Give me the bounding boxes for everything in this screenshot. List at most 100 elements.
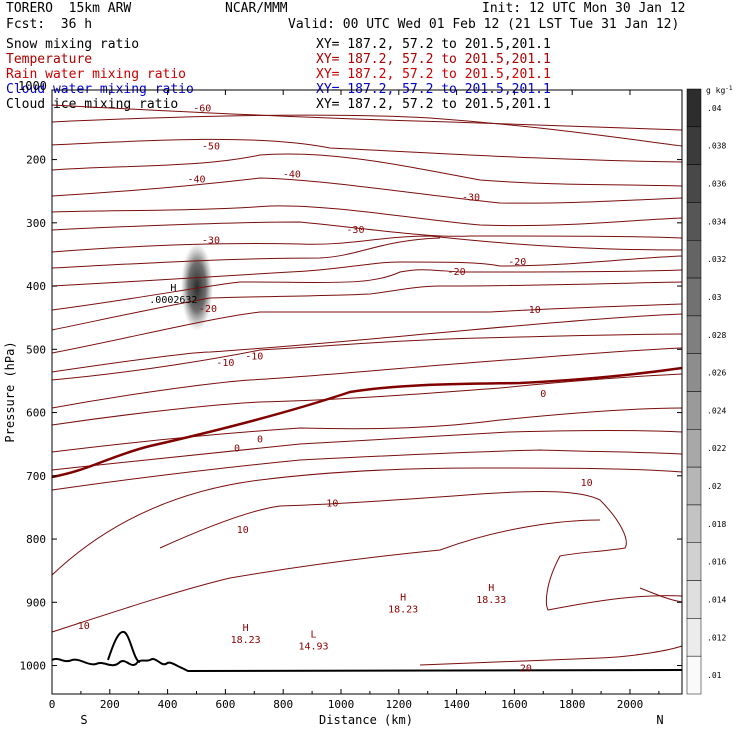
y-tick-label: 900 (26, 596, 46, 609)
forecast-hour: Fcst: 36 h (6, 17, 93, 32)
isotherm (51, 104, 683, 131)
contour-label: 10 (581, 478, 593, 489)
isotherm (51, 347, 683, 409)
isotherm (51, 333, 683, 381)
colorbar-swatch (686, 164, 702, 203)
isotherm (51, 373, 683, 426)
x-axis-title: Distance (km) (319, 713, 413, 727)
y-tick-label: 800 (26, 533, 46, 546)
contour-label: -10 (245, 352, 263, 363)
section-end-label: N (656, 713, 663, 727)
contour-label: -40 (187, 175, 205, 186)
y-tick-label: 500 (26, 343, 46, 356)
init-time: Init: 12 UTC Mon 30 Jan 12 (482, 1, 686, 16)
extremum-kind: H (400, 592, 406, 603)
terrain-peak (107, 630, 141, 663)
colorbar-swatch (686, 655, 702, 695)
x-tick-label: 200 (100, 698, 120, 711)
extremum-value: 18.23 (388, 604, 418, 615)
y-tick-label: 600 (26, 407, 46, 420)
contour-label: -30 (202, 235, 220, 246)
contour-label: -20 (448, 267, 466, 278)
colorbar: .04 .038 .036 .034 .032 .03 .028 .026 .024 .022 .0… (686, 88, 726, 695)
isotherm (51, 519, 601, 633)
isotherm (51, 235, 683, 253)
colorbar-label: .036 (707, 180, 726, 189)
colorbar-swatch (686, 88, 702, 128)
isotherm (51, 237, 441, 269)
field-label-snow: Snow mixing ratio (6, 37, 140, 52)
colorbar-label: .016 (707, 558, 726, 567)
colorbar-label: .028 (707, 331, 726, 340)
x-tick-label: 1000 (328, 698, 355, 711)
contour-label: 0 (540, 389, 546, 400)
isotherm (51, 138, 683, 163)
isotherm (51, 153, 683, 187)
y-tick-label: 400 (26, 280, 46, 293)
contour-label: -30 (462, 192, 480, 203)
x-axis: 0 200 400 600 800 1000 1200 1400 1600 1800 2000 (49, 90, 660, 711)
x-tick-label: 0 (49, 698, 56, 711)
top-pressure-label: 1000 (18, 79, 47, 93)
y-tick-label: 200 (26, 154, 46, 167)
colorbar-unit: g kg-1 (706, 85, 733, 95)
temperature-contours (51, 104, 683, 666)
contour-label: -50 (202, 142, 220, 153)
xsec-coords-5: XY= 187.2, 57.2 to 201.5,201.1 (316, 97, 551, 112)
contour-label: -30 (346, 225, 364, 236)
colorbar-label: .04 (707, 104, 722, 113)
colorbar-swatch (686, 542, 702, 581)
colorbar-swatch (686, 580, 702, 619)
colorbar-swatch (686, 126, 702, 165)
contour-label: -20 (508, 257, 526, 268)
contour-label: -10 (523, 305, 541, 316)
colorbar-label: .01 (707, 671, 722, 680)
extremum-value: .0002632 (149, 295, 197, 306)
contour-labels: -60 -50 -40 -40 -30 -30 -30 -20 -20 -20 -10 -10 -10 0… (78, 104, 593, 675)
contour-label: -40 (283, 169, 301, 180)
y-tick-label: 300 (26, 217, 46, 230)
y-tick-label: 700 (26, 470, 46, 483)
colorbar-swatch (686, 504, 702, 543)
x-tick-label: 1600 (501, 698, 528, 711)
xsec-coords-2: XY= 187.2, 57.2 to 201.5,201.1 (316, 52, 551, 67)
isotherm (51, 281, 683, 331)
contour-label: -60 (193, 104, 211, 115)
isotherm (51, 177, 683, 204)
isotherm (51, 303, 683, 354)
snow-mixing-shade (181, 243, 213, 331)
colorbar-swatch (686, 202, 702, 241)
colorbar-swatch (686, 429, 702, 468)
x-tick-label: 1200 (386, 698, 413, 711)
x-tick-label: 600 (215, 698, 235, 711)
colorbar-swatch (686, 391, 702, 430)
xsec-coords-1: XY= 187.2, 57.2 to 201.5,201.1 (316, 37, 551, 52)
extremum-kind: H (488, 583, 494, 594)
terrain-outline (51, 657, 683, 673)
contour-label: 10 (326, 498, 338, 509)
model-title: TORERO 15km ARW (6, 1, 132, 16)
field-label-rain: Rain water mixing ratio (6, 67, 187, 82)
contour-label: 20 (520, 663, 532, 674)
contour-label: -20 (199, 304, 217, 315)
colorbar-label: .03 (707, 293, 722, 302)
isotherm (51, 221, 683, 239)
contour-label: 0 (234, 443, 240, 454)
field-label-temperature: Temperature (6, 52, 93, 67)
y-tick-label: 1000 (20, 660, 47, 673)
colorbar-label: .02 (707, 482, 722, 491)
colorbar-swatch (686, 277, 702, 317)
colorbar-label: .022 (707, 444, 726, 453)
center-title: NCAR/MMM (225, 1, 288, 16)
colorbar-label: .014 (707, 595, 726, 604)
colorbar-swatch (686, 466, 702, 506)
colorbar-label: .024 (707, 406, 726, 415)
zero-isotherm (51, 366, 683, 479)
section-start-label: S (80, 713, 87, 727)
isotherm (51, 269, 683, 311)
isotherm (51, 449, 683, 491)
isotherm (159, 491, 683, 611)
isotherm (51, 255, 683, 287)
